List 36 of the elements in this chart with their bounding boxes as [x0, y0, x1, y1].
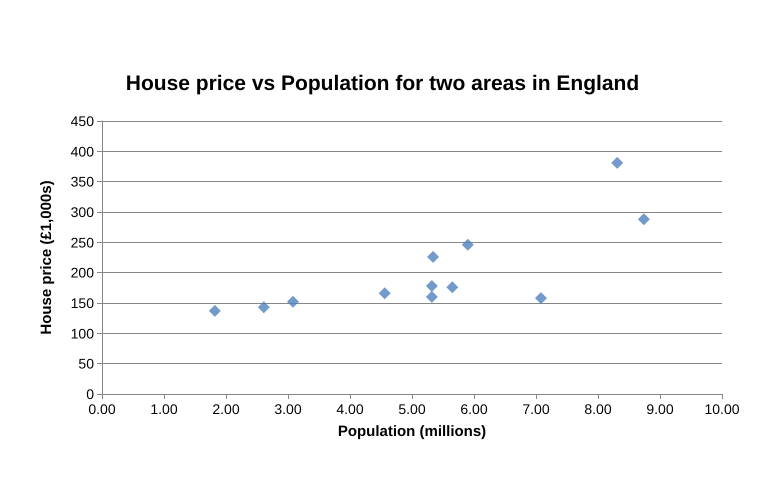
point [426, 280, 438, 292]
x-tick-label: 6.00 [460, 401, 488, 417]
x-tick-label: 7.00 [522, 401, 550, 417]
x-tick-label: 2.00 [212, 401, 240, 417]
x-tick-label: 9.00 [646, 401, 674, 417]
x-tick-label: 5.00 [398, 401, 426, 417]
x-tick-label: 10.00 [704, 401, 740, 417]
x-tick-label: 0.00 [88, 401, 116, 417]
x-tick-label: 3.00 [274, 401, 302, 417]
x-tick-label: 1.00 [150, 401, 178, 417]
y-tick-label: 0 [86, 386, 94, 402]
x-axis-title: Population (millions) [338, 423, 486, 440]
y-tick-label: 50 [78, 356, 94, 372]
point [462, 238, 474, 251]
point [286, 296, 299, 308]
point [638, 213, 650, 226]
point [446, 281, 458, 294]
x-tick-label: 4.00 [336, 401, 364, 417]
y-tick-label: 350 [70, 174, 94, 190]
y-tick-label: 200 [70, 264, 94, 281]
point [208, 304, 221, 317]
y-tick-label: 250 [70, 234, 94, 250]
chart-title: House price vs Population for two areas in England [126, 72, 640, 95]
x-tick-label: 8.00 [584, 401, 612, 417]
y-tick-label: 100 [70, 325, 94, 342]
point [378, 287, 391, 300]
y-tick-label: 450 [70, 113, 94, 129]
point [427, 250, 440, 263]
y-axis-title: House price (£1,000s) [38, 180, 55, 335]
y-tick-label: 150 [70, 295, 94, 311]
y-tick-label: 300 [70, 204, 94, 220]
point [611, 156, 624, 169]
point [258, 301, 270, 314]
point [426, 290, 438, 303]
point [534, 292, 547, 304]
y-tick-label: 400 [70, 143, 94, 160]
